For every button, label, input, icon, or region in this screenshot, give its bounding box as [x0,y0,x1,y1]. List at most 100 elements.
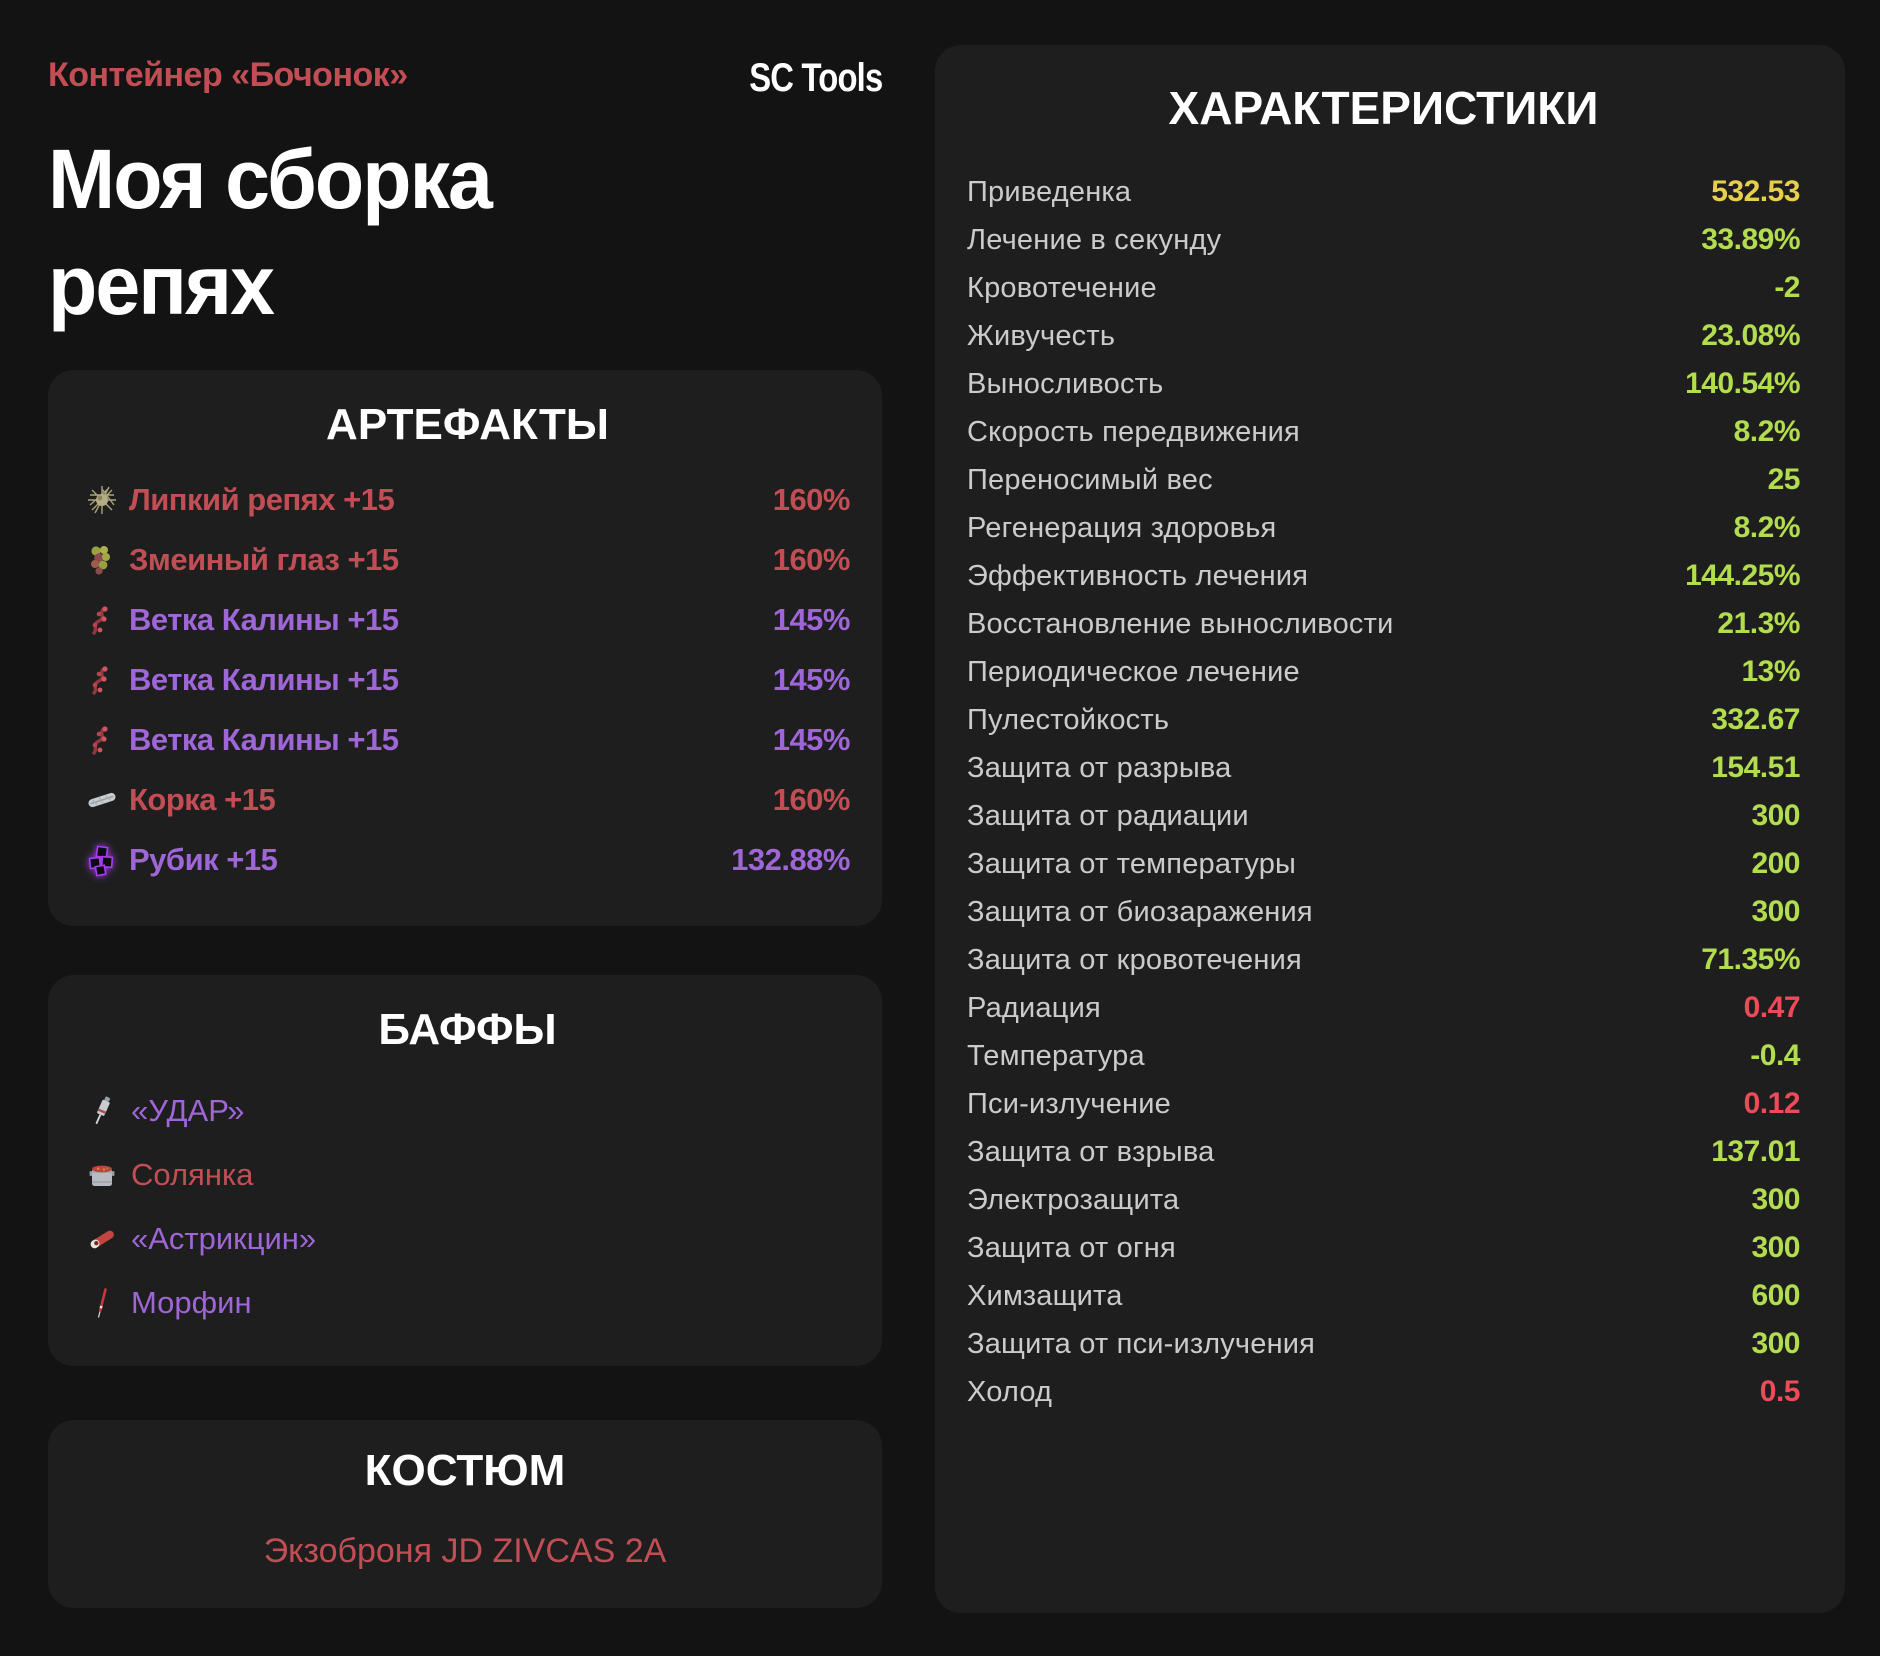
stat-row: Радиация 0.47 [967,984,1801,1032]
stats-panel: ХАРАКТЕРИСТИКИ Приведенка 532.53 Лечение… [935,45,1845,1613]
left-column: Контейнер «Бочонок» SC Tools Моя сборка … [48,56,883,339]
buff-name[interactable]: Солянка [131,1157,254,1192]
soup-pot-icon [85,1158,119,1192]
cubes-icon [85,843,119,877]
stat-value: 8.2% [1733,415,1801,448]
stat-row: Защита от разрыва 154.51 [967,744,1800,792]
stat-label: Защита от взрыва [967,1135,1215,1168]
artifact-row: Ветка Калины +15 145% [85,650,851,710]
stat-label: Защита от пси-излучения [967,1327,1316,1360]
artifact-name[interactable]: Змеиный глаз +15 [129,542,399,577]
stat-label: Защита от биозаражения [967,895,1313,928]
container-label: Контейнер «Бочонок» [48,56,408,94]
stat-row: Химзащита 600 [967,1272,1800,1320]
stat-label: Скорость передвижения [967,415,1300,448]
stat-value: 25 [1767,463,1801,496]
stat-label: Химзащита [967,1279,1123,1312]
stat-value: 300 [1751,799,1800,832]
stat-label: Приведенка [967,175,1132,208]
stat-label: Эффективность лечения [967,559,1309,592]
stat-row: Защита от взрыва 137.01 [967,1128,1800,1176]
artifacts-panel: АРТЕФАКТЫ Липкий репях +15 160% [48,370,882,926]
branch-icon [85,723,119,757]
buff-list: «УДАР» Солянка [85,1079,850,1335]
stat-row: Защита от огня 300 [967,1224,1800,1272]
buff-row: Солянка [85,1143,850,1207]
artifact-row: Липкий репях +15 160% [85,470,851,530]
artifact-row: Рубик +15 132.88% [85,830,850,890]
stat-value: 137.01 [1711,1135,1800,1168]
buff-name[interactable]: Морфин [131,1285,252,1320]
stat-value: 300 [1751,1327,1800,1360]
stat-row: Выносливость 140.54% [967,360,1800,408]
stat-value: 0.12 [1743,1087,1801,1120]
stat-value: 200 [1751,847,1800,880]
stat-label: Переносимый вес [967,463,1213,496]
dagger-syringe-icon [85,1094,119,1128]
stat-value: 8.2% [1733,511,1801,544]
artifact-row: Корка +15 160% [85,770,851,830]
medicine-tube-icon [85,1222,119,1256]
sc-tools-logo: SC Tools [748,56,883,100]
artifact-value: 132.88% [731,842,850,877]
stat-label: Защита от кровотечения [967,943,1302,976]
stat-value: 300 [1751,1231,1800,1264]
stat-label: Температура [967,1039,1145,1072]
stat-label: Восстановление выносливости [967,607,1394,640]
stat-row: Электрозащита 300 [967,1176,1800,1224]
artifact-name[interactable]: Рубик +15 [129,842,278,877]
stat-value: 300 [1751,895,1800,928]
artifact-value: 145% [772,722,851,757]
stat-label: Лечение в секунду [967,223,1222,256]
artifact-row: Змеиный глаз +15 160% [85,530,851,590]
stat-value: 600 [1751,1279,1800,1312]
stat-row: Холод 0.5 [967,1368,1801,1416]
page-header: Контейнер «Бочонок» SC Tools [48,56,883,101]
stat-row: Эффективность лечения 144.25% [967,552,1800,600]
buff-row: «Астрикцин» [85,1207,850,1271]
stat-row: Пулестойкость 332.67 [967,696,1800,744]
stat-value: 332.67 [1711,703,1800,736]
stat-label: Радиация [967,991,1101,1024]
stat-value: 0.5 [1759,1375,1801,1408]
stat-label: Защита от огня [967,1231,1176,1264]
artifact-value: 145% [772,662,851,697]
stat-row: Защита от пси-излучения 300 [967,1320,1800,1368]
artifact-value: 160% [772,782,851,817]
stat-row: Скорость передвижения 8.2% [967,408,1801,456]
stat-row: Регенерация здоровья 8.2% [967,504,1801,552]
stat-row: Пси-излучение 0.12 [967,1080,1801,1128]
berries-icon [85,543,119,577]
artifact-name[interactable]: Ветка Калины +15 [129,602,399,637]
stat-row: Температура -0.4 [967,1032,1800,1080]
artifact-value: 160% [772,482,851,517]
artifact-name[interactable]: Ветка Калины +15 [129,662,399,697]
buff-row: «УДАР» [85,1079,850,1143]
stat-row: Восстановление выносливости 21.3% [967,600,1800,648]
buff-name[interactable]: «УДАР» [131,1093,245,1128]
buffs-panel: БАФФЫ «УДАР» [48,975,882,1366]
burr-icon [85,483,119,517]
stat-value: 21.3% [1717,607,1800,640]
stat-value: 300 [1751,1183,1800,1216]
artifact-name[interactable]: Корка +15 [129,782,276,817]
stat-row: Защита от температуры 200 [967,840,1800,888]
stat-label: Пулестойкость [967,703,1170,736]
artifact-name[interactable]: Липкий репях +15 [129,482,395,517]
buff-name[interactable]: «Астрикцин» [131,1221,317,1256]
stat-value: -2 [1774,271,1800,304]
stat-row: Переносимый вес 25 [967,456,1801,504]
artifact-row: Ветка Калины +15 145% [85,590,851,650]
stat-list: Приведенка 532.53 Лечение в секунду 33.8… [967,168,1801,1416]
bark-icon [85,783,119,817]
artifact-value: 160% [772,542,851,577]
artifact-name[interactable]: Ветка Калины +15 [129,722,399,757]
branch-icon [85,663,119,697]
stat-row: Защита от биозаражения 300 [967,888,1800,936]
suit-name[interactable]: Экзоброня JD ZIVCAS 2A [263,1532,667,1570]
stat-value: 532.53 [1711,175,1800,208]
buffs-panel-title: БАФФЫ [378,1005,557,1054]
stat-row: Защита от кровотечения 71.35% [967,936,1800,984]
stat-label: Защита от температуры [967,847,1297,880]
